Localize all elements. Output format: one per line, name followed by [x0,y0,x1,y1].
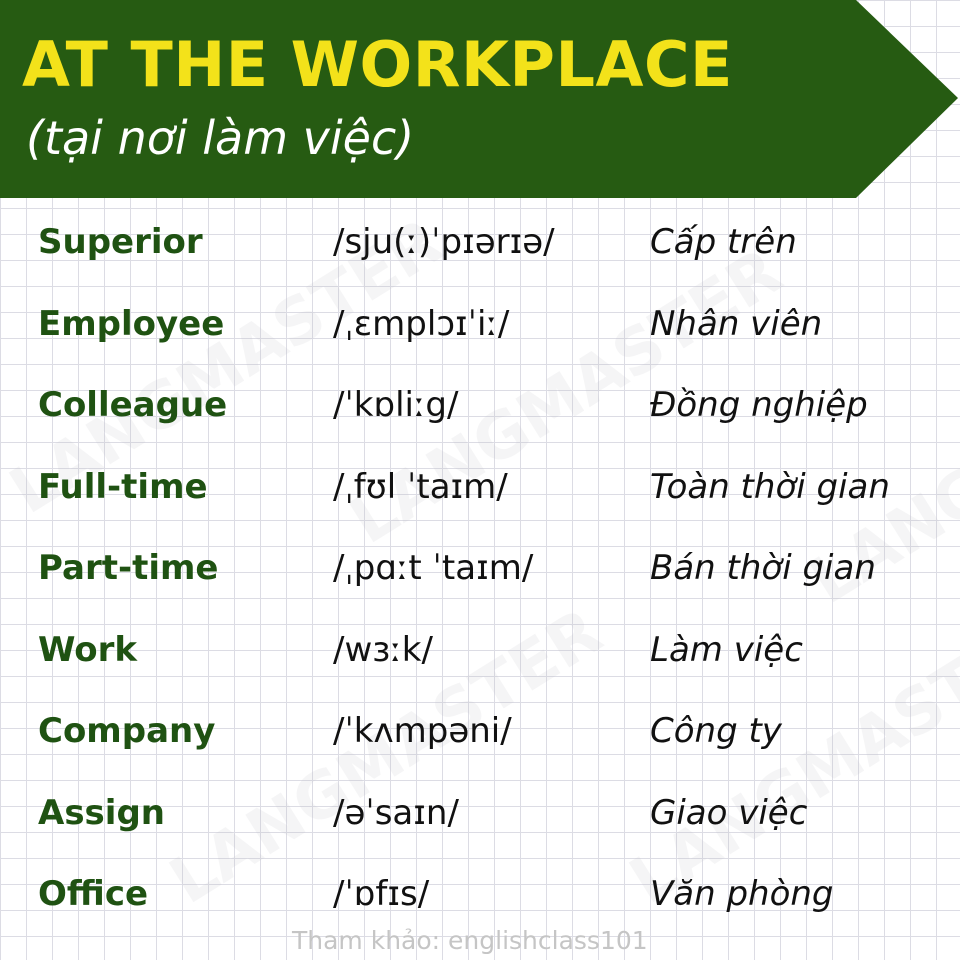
vocabulary-row: Office /ˈɒfɪs/ Văn phòng [0,852,960,934]
english-word: Assign [38,793,165,833]
vocabulary-row: Company /ˈkʌmpəni/ Công ty [0,689,960,771]
vocabulary-row: Full-time /ˌfʊl ˈtaɪm/ Toàn thời gian [0,445,960,527]
source-reference: Tham khảo: englishclass101 [292,926,648,955]
english-word: Superior [38,222,203,262]
ipa-pronunciation: /ˌpɑːt ˈtaɪm/ [333,548,534,588]
vietnamese-meaning: Toàn thời gian [650,467,890,507]
page-title: AT THE WORKPLACE [22,28,733,101]
vocabulary-row: Superior /sju(ː)ˈpɪərɪə/ Cấp trên [0,200,960,282]
vietnamese-meaning: Văn phòng [650,874,834,914]
vietnamese-meaning: Đồng nghiệp [650,385,868,425]
english-word: Office [38,874,149,914]
ipa-pronunciation: /ˌɛmplɔɪˈiː/ [333,304,510,344]
english-word: Full-time [38,467,208,507]
ipa-pronunciation: /əˈsaɪn/ [333,793,459,833]
vietnamese-meaning: Làm việc [650,630,803,670]
banner-arrow-shape [0,0,958,198]
header-banner: AT THE WORKPLACE (tại nơi làm việc) [0,0,960,198]
vietnamese-meaning: Bán thời gian [650,548,876,588]
vietnamese-meaning: Công ty [650,711,782,751]
english-word: Company [38,711,216,751]
ipa-pronunciation: /ˈkɒliːg/ [333,385,459,425]
english-word: Colleague [38,385,228,425]
vietnamese-meaning: Cấp trên [650,222,797,262]
vocabulary-row: Employee /ˌɛmplɔɪˈiː/ Nhân viên [0,282,960,364]
vocabulary-row: Work /wɜːk/ Làm việc [0,608,960,690]
page-subtitle: (tại nơi làm việc) [26,111,415,165]
english-word: Part-time [38,548,219,588]
vocabulary-row: Colleague /ˈkɒliːg/ Đồng nghiệp [0,363,960,445]
ipa-pronunciation: /sju(ː)ˈpɪərɪə/ [333,222,555,262]
ipa-pronunciation: /ˈɒfɪs/ [333,874,430,914]
vocabulary-row: Part-time /ˌpɑːt ˈtaɪm/ Bán thời gian [0,526,960,608]
ipa-pronunciation: /wɜːk/ [333,630,433,670]
vietnamese-meaning: Nhân viên [650,304,823,344]
ipa-pronunciation: /ˌfʊl ˈtaɪm/ [333,467,508,507]
ipa-pronunciation: /ˈkʌmpəni/ [333,711,512,751]
english-word: Employee [38,304,225,344]
vocabulary-row: Assign /əˈsaɪn/ Giao việc [0,771,960,853]
vietnamese-meaning: Giao việc [650,793,808,833]
english-word: Work [38,630,138,670]
